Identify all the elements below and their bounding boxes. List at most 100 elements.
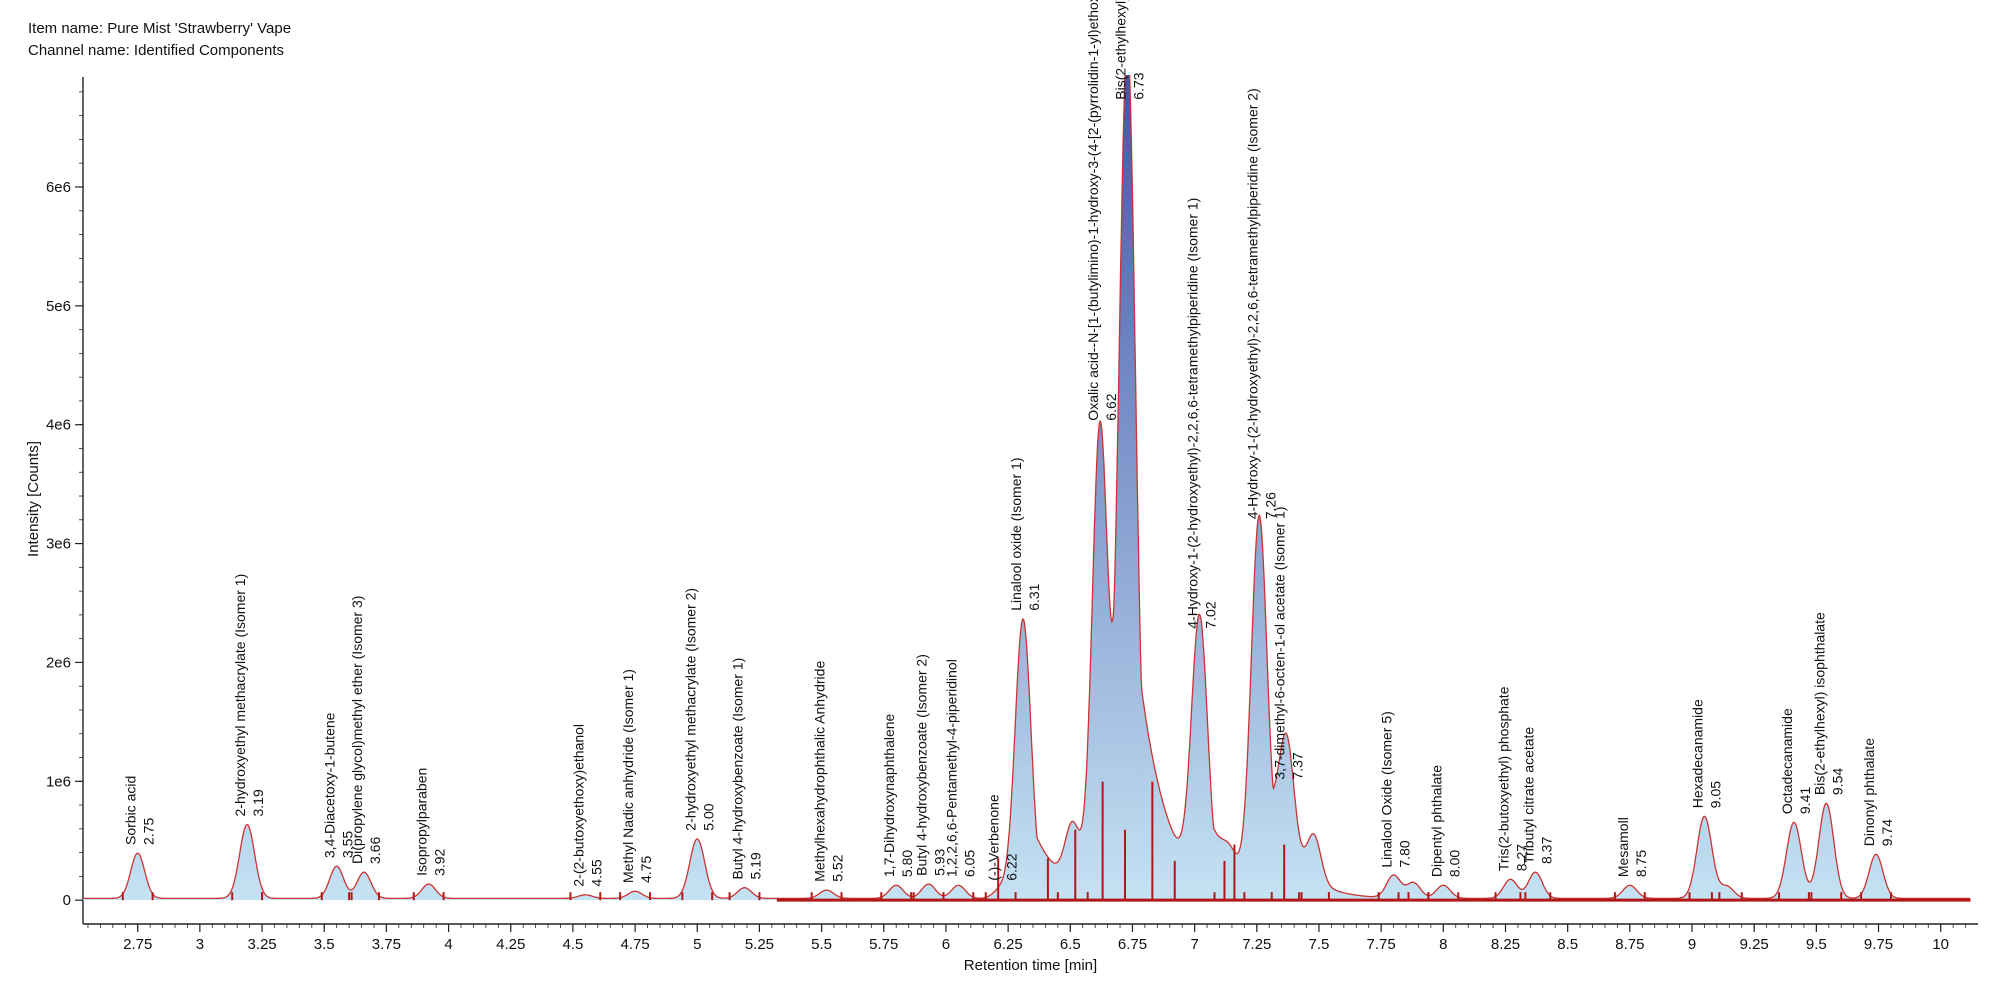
peak-name-label: Isopropylparaben: [414, 768, 430, 876]
peak-label: Bis(2-ethylhexyl) isophthalate 9.54: [1811, 612, 1845, 795]
peak-name-label: Butyl 4-hydroxybenzoate (Isomer 2): [914, 654, 930, 876]
peak-name-label: 2-hydroxyethyl methacrylate (Isomer 2): [682, 588, 698, 831]
axes-layer: 2.75 3 3.25 3.5 3.75 4 4.25 4.5 4.75 5 5.25 5.5 5.75…: [46, 77, 1978, 953]
y-tick-label: 2e6: [46, 654, 71, 671]
x-tick-label: 9.75: [1864, 936, 1893, 953]
x-tick-label: 10: [1932, 936, 1949, 953]
peak-rt-label: 8.75: [1633, 850, 1649, 877]
peak-rt-label: 8.27: [1514, 844, 1530, 871]
y-tick-label: 3e6: [46, 536, 71, 553]
peak-rt-label: 6.62: [1103, 393, 1119, 420]
peak-label: Di(propylene glycol)methyl ether (Isomer…: [349, 596, 383, 864]
peak-rt-label: 2.75: [141, 818, 157, 845]
peak-name-label: 2-hydroxyethyl methacrylate (Isomer 1): [232, 574, 248, 817]
peak-rt-label: 7.80: [1397, 840, 1413, 867]
x-tick-label: 3.25: [247, 936, 276, 953]
peak-name-label: Dipentyl phthalate: [1428, 765, 1444, 877]
y-axis-title: Intensity [Counts]: [25, 441, 42, 557]
peak-label: Mesamoll 8.75: [1615, 817, 1649, 877]
peak-labels-layer: Sorbic acid 2.75 2-hydroxyethyl methacryla…: [123, 0, 1895, 887]
x-axis-title: Retention time [min]: [964, 957, 1097, 974]
peak-rt-label: 6.05: [961, 850, 977, 877]
x-tick-label: 2.75: [123, 936, 152, 953]
peak-name-label: Sorbic acid: [123, 776, 139, 845]
peak-rt-label: 4.55: [588, 859, 604, 886]
peak-label: Methyl Nadic anhydride (Isomer 1) 4.75: [620, 669, 654, 883]
peak-name-label: Di(propylene glycol)methyl ether (Isomer…: [349, 596, 365, 864]
peak-name-label: Tributyl citrate acetate: [1520, 727, 1536, 864]
y-tick-label: 4e6: [46, 417, 71, 434]
peak-name-label: 4-Hydroxy-1-(2-hydroxyethyl)-2,2,6,6-tet…: [1185, 198, 1201, 629]
peak-name-label: Hexadecanamide: [1689, 699, 1705, 808]
peak-rt-label: 7.37: [1290, 752, 1306, 779]
x-tick-label: 6: [942, 936, 950, 953]
x-tick-label: 7.25: [1242, 936, 1271, 953]
peak-name-label: Linalool Oxide (Isomer 5): [1379, 711, 1395, 867]
peak-name-label: 1,2,2,6,6-Pentamethyl-4-piperidinol: [943, 659, 959, 877]
x-tick-label: 9: [1688, 936, 1696, 953]
x-tick-label: 4.5: [562, 936, 583, 953]
x-tick-label: 5.25: [745, 936, 774, 953]
peak-label: Oxalic acid--N-[1-(butylimino)-1-hydroxy…: [1085, 0, 1119, 421]
peak-name-label: Butyl 4-hydroxybenzoate (Isomer 1): [730, 658, 746, 880]
peak-rt-label: 6.31: [1026, 583, 1042, 610]
peak-label: 2-(2-butoxyethoxy)ethanol 4.55: [570, 724, 604, 887]
y-tick-label: 0: [63, 892, 71, 909]
peak-rt-label: 9.41: [1797, 787, 1813, 814]
peak-name-label: (-)-Verbenone: [986, 794, 1002, 881]
peak-name-label: Bis(2-ethylhexyl) maleate: [1113, 0, 1129, 100]
peak-label: 4-Hydroxy-1-(2-hydroxyethyl)-2,2,6,6-tet…: [1185, 198, 1219, 629]
trace-layer: [83, 75, 1970, 900]
x-tick-label: 5: [693, 936, 701, 953]
x-tick-label: 8.25: [1491, 936, 1520, 953]
peak-rt-label: 9.05: [1707, 781, 1723, 808]
peak-label: Bis(2-ethylhexyl) maleate 6.73: [1113, 0, 1147, 100]
peak-fill-layer: [83, 75, 1970, 901]
peak-label: Tris(2-butoxyethyl) phosphate 8.27: [1496, 686, 1530, 871]
x-tick-label: 4.25: [496, 936, 525, 953]
peak-rt-label: 7.02: [1203, 601, 1219, 628]
peak-rt-label: 9.74: [1879, 819, 1895, 846]
peak-label: Dipentyl phthalate 8.00: [1428, 765, 1462, 877]
peak-name-label: Mesamoll: [1615, 817, 1631, 877]
peak-name-label: 1,7-Dihydroxynaphthalene: [881, 713, 897, 877]
x-tick-label: 5.75: [869, 936, 898, 953]
integration-marks-layer: [121, 781, 1971, 902]
y-tick-label: 1e6: [46, 773, 71, 790]
x-tick-label: 6.25: [994, 936, 1023, 953]
peak-name-label: 2-(2-butoxyethoxy)ethanol: [570, 724, 586, 887]
peak-rt-label: 6.22: [1004, 853, 1020, 880]
x-tick-label: 9.5: [1806, 936, 1827, 953]
peak-rt-label: 3.66: [367, 837, 383, 864]
peak-name-label: Methyl Nadic anhydride (Isomer 1): [620, 669, 636, 883]
x-tick-label: 5.5: [811, 936, 832, 953]
peak-rt-label: 3.55: [340, 831, 356, 858]
peak-label: Butyl 4-hydroxybenzoate (Isomer 1) 5.19: [730, 658, 764, 880]
peak-label: 2-hydroxyethyl methacrylate (Isomer 2) 5.…: [682, 588, 716, 831]
peak-name-label: Octadecanamide: [1779, 708, 1795, 814]
peak-rt-label: 7.26: [1262, 492, 1278, 519]
peak-label: Methylhexahydrophthalic Anhydride 5.52: [812, 661, 846, 882]
x-tick-label: 9.25: [1740, 936, 1769, 953]
peak-label: Dinonyl phthalate 9.74: [1861, 738, 1895, 846]
peak-label: 3,4-Diacetoxy-1-butene 3.55: [322, 712, 356, 858]
peak-name-label: Bis(2-ethylhexyl) isophthalate: [1811, 612, 1827, 795]
peak-label: Octadecanamide 9.41: [1779, 708, 1813, 814]
x-tick-label: 4: [444, 936, 452, 953]
peak-rt-label: 3.92: [432, 848, 448, 875]
peak-label: 1,2,2,6,6-Pentamethyl-4-piperidinol 6.05: [943, 659, 977, 877]
peak-label: 2-hydroxyethyl methacrylate (Isomer 1) 3.…: [232, 574, 266, 817]
x-tick-label: 8.5: [1557, 936, 1578, 953]
peak-rt-label: 8.00: [1446, 850, 1462, 877]
peak-label: Butyl 4-hydroxybenzoate (Isomer 2) 5.93: [914, 654, 948, 876]
peak-rt-label: 5.93: [932, 848, 948, 875]
x-tick-label: 6.5: [1060, 936, 1081, 953]
x-tick-label: 7.75: [1367, 936, 1396, 953]
x-tick-label: 8: [1439, 936, 1447, 953]
peak-rt-label: 8.37: [1538, 837, 1554, 864]
peak-name-label: Oxalic acid--N-[1-(butylimino)-1-hydroxy…: [1085, 0, 1101, 421]
peak-name-label: Linalool oxide (Isomer 1): [1008, 458, 1024, 611]
peak-rt-label: 4.75: [638, 856, 654, 883]
peak-rt-label: 5.52: [830, 854, 846, 881]
